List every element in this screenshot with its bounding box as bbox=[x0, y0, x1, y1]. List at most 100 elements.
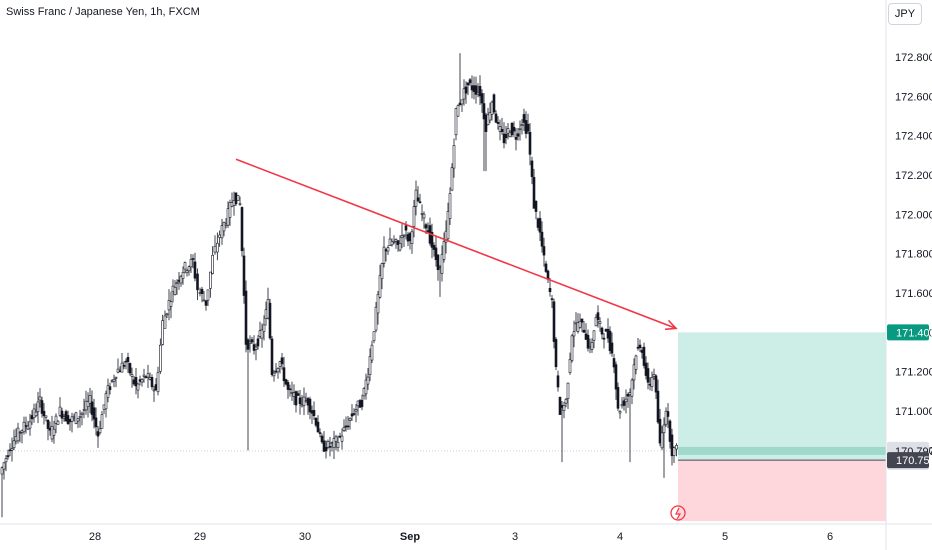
candle bbox=[570, 334, 574, 363]
candle bbox=[400, 224, 404, 249]
candle-body bbox=[16, 427, 20, 442]
time-axis[interactable]: 28 29 30 Sep 3 4 5 6 bbox=[0, 523, 932, 543]
candle bbox=[70, 412, 74, 433]
candle-body bbox=[482, 103, 486, 120]
candle bbox=[124, 358, 128, 370]
candle bbox=[378, 264, 382, 299]
candle-body bbox=[179, 276, 183, 284]
candle bbox=[156, 366, 160, 396]
candle-body bbox=[226, 208, 230, 226]
price-axis[interactable]: 170.800171.000171.200171.400171.600171.8… bbox=[885, 0, 932, 550]
candle-body bbox=[167, 300, 171, 311]
candle bbox=[36, 391, 40, 424]
candle bbox=[374, 302, 378, 333]
chart-title: Swiss Franc / Japanese Yen, 1h, FXCM bbox=[6, 6, 200, 18]
candle bbox=[520, 119, 524, 135]
candle bbox=[177, 272, 181, 290]
entry-price-tag: 170.750 bbox=[896, 455, 932, 467]
candle bbox=[290, 381, 294, 401]
candle bbox=[646, 362, 650, 390]
candle bbox=[250, 336, 254, 345]
candle-body bbox=[446, 211, 450, 240]
candle bbox=[354, 404, 358, 423]
candle-body bbox=[224, 223, 228, 226]
candle-body bbox=[590, 342, 594, 350]
candle-body bbox=[12, 440, 16, 449]
candle-body bbox=[191, 258, 195, 260]
currency-button[interactable]: JPY bbox=[888, 3, 922, 25]
candle-body bbox=[44, 415, 48, 418]
candle bbox=[566, 382, 570, 410]
candle-body bbox=[544, 263, 548, 272]
candle-body bbox=[175, 282, 179, 285]
long-position-tool[interactable] bbox=[0, 332, 886, 522]
candle bbox=[146, 364, 150, 388]
replay-icon[interactable] bbox=[670, 505, 686, 521]
candle bbox=[530, 156, 534, 185]
candle bbox=[294, 390, 298, 413]
candle-body bbox=[220, 225, 224, 239]
candle bbox=[122, 361, 126, 370]
candle bbox=[360, 394, 364, 411]
candle-body bbox=[664, 410, 668, 425]
candle-body bbox=[52, 428, 56, 436]
candle bbox=[668, 419, 672, 449]
candle-body bbox=[354, 409, 358, 412]
candle-body bbox=[238, 203, 242, 206]
candle-body bbox=[34, 411, 38, 417]
candle-body bbox=[161, 320, 164, 345]
candle-body bbox=[554, 339, 558, 368]
target-zone bbox=[678, 332, 886, 461]
candle-body bbox=[171, 285, 175, 292]
candle bbox=[238, 196, 242, 206]
candle bbox=[526, 113, 530, 135]
candle bbox=[18, 430, 22, 443]
candle-body bbox=[92, 407, 96, 420]
candle bbox=[84, 390, 88, 415]
candle bbox=[112, 374, 116, 388]
candle-body bbox=[222, 222, 226, 232]
candle bbox=[198, 287, 202, 297]
candle bbox=[518, 120, 522, 141]
time-tick-label: 4 bbox=[617, 531, 623, 543]
candle bbox=[16, 422, 20, 444]
price-tick-label: 172.000 bbox=[895, 209, 932, 221]
candle bbox=[228, 199, 232, 226]
candle bbox=[76, 418, 80, 429]
candle bbox=[324, 440, 328, 459]
candle-body bbox=[392, 241, 396, 243]
candle-body bbox=[600, 327, 604, 335]
candle-body bbox=[193, 261, 197, 279]
candle bbox=[466, 82, 470, 96]
candle bbox=[578, 313, 582, 329]
candle bbox=[232, 191, 236, 216]
price-tick-label: 172.600 bbox=[895, 91, 932, 103]
candle-body bbox=[100, 414, 104, 429]
candle bbox=[630, 378, 634, 405]
candle-body bbox=[138, 379, 142, 382]
candle-body bbox=[112, 379, 116, 382]
candle bbox=[202, 291, 206, 302]
candle-body bbox=[448, 193, 452, 219]
candle-body bbox=[120, 362, 124, 373]
candle bbox=[179, 274, 183, 287]
candle bbox=[386, 245, 390, 255]
candle bbox=[288, 384, 292, 397]
candle-body bbox=[90, 401, 94, 415]
candle bbox=[240, 206, 244, 257]
trendline-arrow[interactable] bbox=[235, 158, 678, 331]
candle-body bbox=[396, 240, 400, 245]
candle-body bbox=[82, 409, 86, 411]
candle bbox=[96, 426, 100, 448]
candle bbox=[594, 314, 598, 327]
candle bbox=[108, 382, 112, 395]
price-tick-label: 171.600 bbox=[895, 288, 932, 300]
candle bbox=[187, 265, 191, 276]
candle bbox=[308, 396, 312, 420]
candle bbox=[398, 235, 402, 252]
candle-body bbox=[116, 368, 120, 373]
candle bbox=[2, 461, 6, 480]
candle-body bbox=[154, 384, 158, 391]
candle bbox=[380, 262, 384, 290]
